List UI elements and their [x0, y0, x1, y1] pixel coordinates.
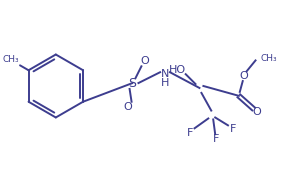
Text: H: H — [161, 78, 169, 88]
Text: CH₃: CH₃ — [260, 54, 277, 63]
Text: CH₃: CH₃ — [2, 55, 19, 64]
Text: N: N — [161, 69, 169, 79]
Text: O: O — [123, 102, 132, 112]
Text: S: S — [128, 77, 137, 90]
Text: O: O — [140, 56, 149, 66]
Text: F: F — [213, 134, 219, 144]
Text: O: O — [252, 107, 261, 117]
Text: HO: HO — [169, 65, 186, 75]
Text: O: O — [239, 71, 248, 81]
Text: F: F — [186, 128, 193, 138]
Text: F: F — [230, 124, 236, 134]
